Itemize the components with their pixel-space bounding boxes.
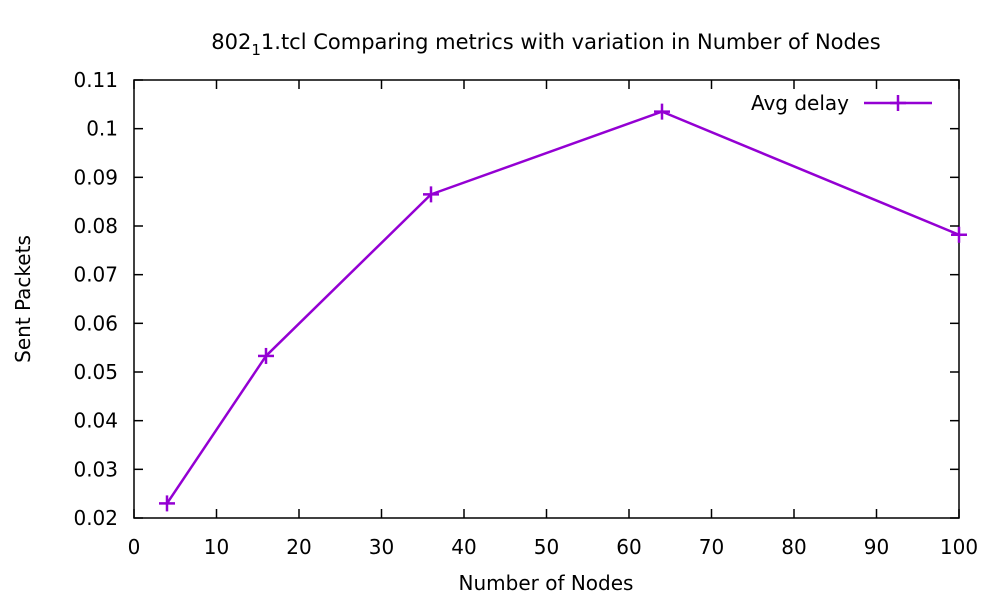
data-point-marker xyxy=(654,103,670,120)
x-tick-label: 70 xyxy=(699,535,724,559)
series-layer xyxy=(159,103,967,512)
data-point-marker xyxy=(951,226,967,243)
x-axis-label: Number of Nodes xyxy=(459,571,634,595)
data-point-marker xyxy=(258,347,274,364)
plot-frame xyxy=(133,79,960,519)
x-tick-label: 80 xyxy=(781,535,806,559)
y-tick-label: 0.02 xyxy=(73,506,118,530)
x-tick-label: 20 xyxy=(286,535,311,559)
y-tick-label: 0.11 xyxy=(73,68,118,92)
y-tick-label: 0.05 xyxy=(73,360,118,384)
data-point-marker xyxy=(423,186,439,203)
legend: Avg delay xyxy=(751,91,932,115)
x-tick-label: 60 xyxy=(616,535,641,559)
y-tick-label: 0.09 xyxy=(73,165,118,189)
legend-plus-marker xyxy=(890,95,906,111)
data-point-marker xyxy=(159,495,175,512)
x-tick-label: 90 xyxy=(864,535,889,559)
chart-title-prefix: 802 xyxy=(211,30,251,54)
x-axis-ticks: 0 10 20 30 40 50 60 70 80 90 100 xyxy=(128,80,978,559)
x-tick-label: 10 xyxy=(204,535,229,559)
y-tick-label: 0.08 xyxy=(73,214,118,238)
y-tick-label: 0.1 xyxy=(86,117,118,141)
y-tick-label: 0.03 xyxy=(73,457,118,481)
chart-title-subscript: 1 xyxy=(251,41,261,59)
x-tick-label: 100 xyxy=(940,535,978,559)
y-tick-label: 0.04 xyxy=(73,409,118,433)
legend-marker-avg-delay xyxy=(890,95,906,111)
legend-label-avg-delay: Avg delay xyxy=(751,91,849,115)
x-tick-label: 50 xyxy=(534,535,559,559)
x-tick-label: 40 xyxy=(451,535,476,559)
x-tick-label: 0 xyxy=(128,535,141,559)
y-axis-label: Sent Packets xyxy=(11,235,35,363)
series-line-avg-delay xyxy=(165,110,960,505)
y-axis-ticks: 0.02 0.03 0.04 0.05 0.06 0.07 0.08 0.09 0.1 0.11 xyxy=(73,68,959,530)
x-tick-label: 30 xyxy=(369,535,394,559)
y-tick-label: 0.06 xyxy=(73,311,118,335)
y-tick-label: 0.07 xyxy=(73,263,118,287)
chart-title-suffix: 1.tcl Comparing metrics with variation i… xyxy=(261,30,881,54)
chart-title: 80211.tcl Comparing metrics with variati… xyxy=(211,30,880,59)
